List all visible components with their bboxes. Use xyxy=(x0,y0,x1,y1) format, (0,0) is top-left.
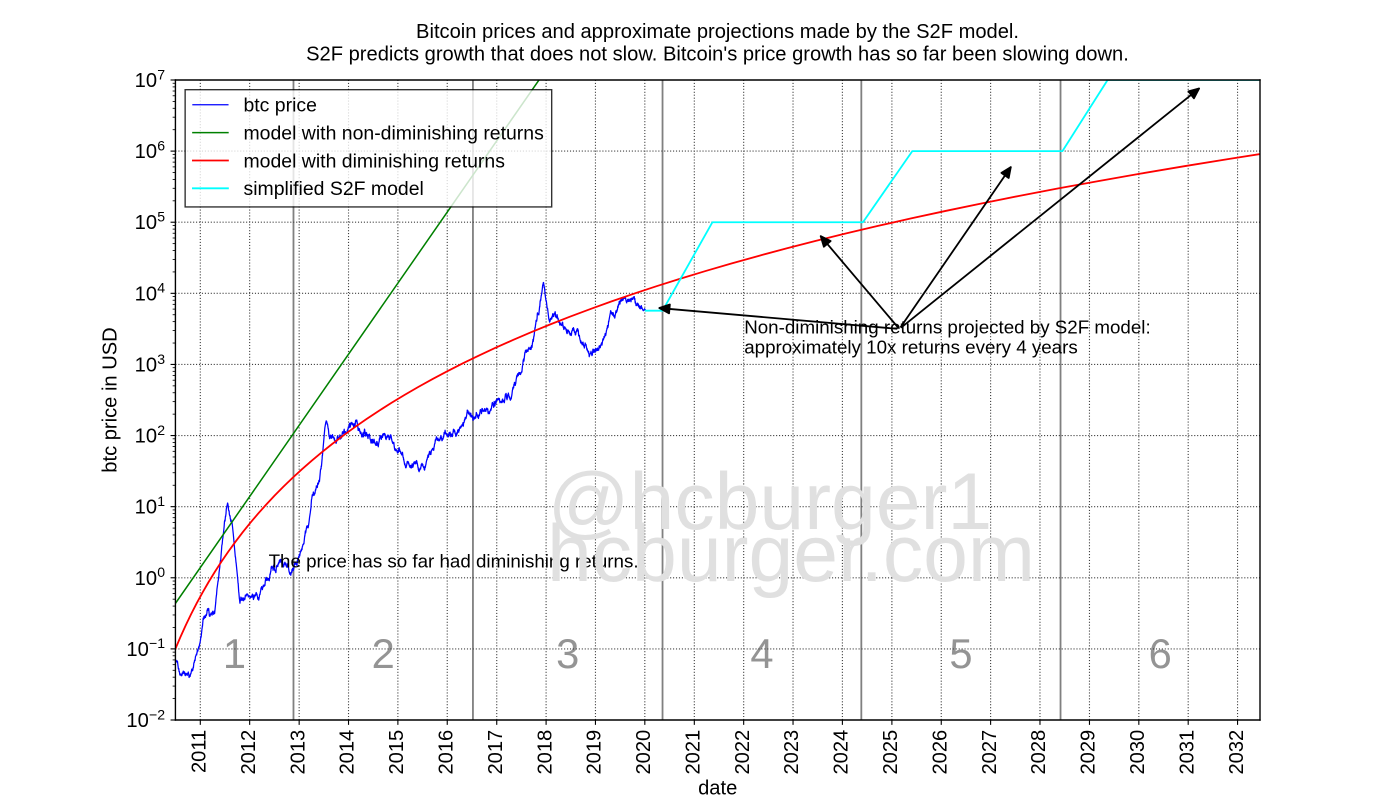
svg-text:2011: 2011 xyxy=(189,730,211,773)
svg-text:2022: 2022 xyxy=(732,730,754,775)
svg-text:2018: 2018 xyxy=(534,730,556,775)
svg-text:Bitcoin prices and approximate: Bitcoin prices and approximate projectio… xyxy=(416,21,1019,43)
svg-text:4: 4 xyxy=(750,630,773,677)
svg-text:S2F predicts growth that does: S2F predicts growth that does not slow. … xyxy=(306,44,1129,66)
svg-text:simplified S2F model: simplified S2F model xyxy=(243,178,423,200)
svg-text:3: 3 xyxy=(556,630,579,677)
svg-text:1 0 4: 1 0 4 xyxy=(135,280,166,306)
svg-text:2: 2 xyxy=(372,630,395,677)
svg-text:2027: 2027 xyxy=(979,730,1001,775)
svg-text:model with diminishing returns: model with diminishing returns xyxy=(243,150,505,172)
svg-text:2032: 2032 xyxy=(1226,730,1248,775)
svg-text:2025: 2025 xyxy=(880,730,902,775)
svg-text:2014: 2014 xyxy=(337,730,359,775)
svg-text:2020: 2020 xyxy=(633,730,655,775)
svg-text:date: date xyxy=(698,778,737,800)
svg-text:2021: 2021 xyxy=(683,730,705,775)
svg-text:Non-diminishing returns projec: Non-diminishing returns projected by S2F… xyxy=(744,316,1150,337)
svg-text:1 0 6: 1 0 6 xyxy=(135,138,166,164)
svg-text:2015: 2015 xyxy=(386,730,408,775)
svg-text:2013: 2013 xyxy=(287,730,309,775)
svg-text:hcburger.com: hcburger.com xyxy=(547,509,1035,599)
svg-text:2026: 2026 xyxy=(929,730,951,775)
svg-text:1 0 5: 1 0 5 xyxy=(135,208,166,234)
svg-text:1 0 2: 1 0 2 xyxy=(135,422,166,448)
svg-text:2023: 2023 xyxy=(781,730,803,775)
svg-text:2012: 2012 xyxy=(238,730,260,775)
svg-text:6: 6 xyxy=(1149,630,1172,677)
svg-text:1 0 7: 1 0 7 xyxy=(135,66,166,92)
svg-text:btc price: btc price xyxy=(243,95,316,117)
svg-text:btc price in USD: btc price in USD xyxy=(100,327,122,472)
svg-text:1 0 3: 1 0 3 xyxy=(135,351,166,377)
svg-text:2030: 2030 xyxy=(1127,730,1149,775)
svg-text:5: 5 xyxy=(949,630,972,677)
svg-text:2019: 2019 xyxy=(584,730,606,775)
svg-text:1 0 0: 1 0 0 xyxy=(135,564,166,590)
svg-text:2029: 2029 xyxy=(1078,730,1100,775)
svg-text:2016: 2016 xyxy=(435,730,457,775)
svg-text:2024: 2024 xyxy=(831,730,853,775)
svg-text:2028: 2028 xyxy=(1028,730,1050,775)
svg-text:approximately 10x returns ever: approximately 10x returns every 4 years xyxy=(744,337,1077,358)
svg-text:1 0 1: 1 0 1 xyxy=(135,493,166,519)
svg-text:2031: 2031 xyxy=(1176,730,1198,775)
svg-text:2017: 2017 xyxy=(485,730,507,775)
svg-text:model with non-diminishing ret: model with non-diminishing returns xyxy=(243,122,544,144)
svg-text:1: 1 xyxy=(223,630,246,677)
